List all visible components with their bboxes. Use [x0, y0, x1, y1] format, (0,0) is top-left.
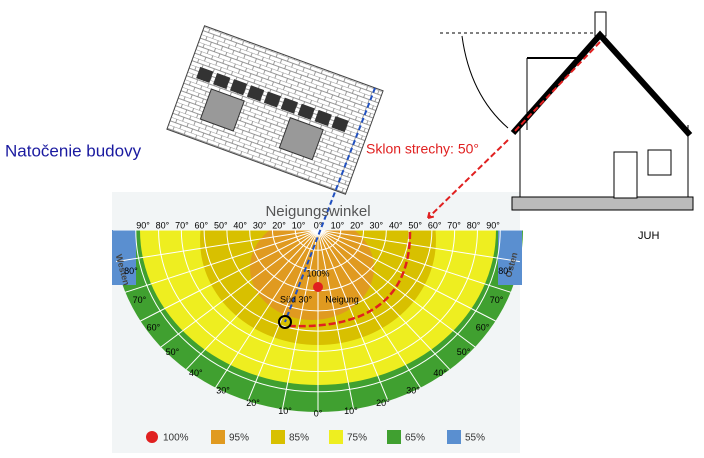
grid-line [140, 230, 319, 322]
legend-label: 95% [229, 433, 249, 444]
top-scale-label: 10° [331, 220, 345, 230]
grid-line [317, 230, 389, 402]
top-scale-label: 20° [272, 220, 286, 230]
grid-line [125, 230, 319, 293]
legend-swatch [211, 430, 225, 444]
diagram-title: Neigungswinkel [265, 203, 370, 220]
rim-scale-label: 10° [344, 406, 358, 416]
rim-scale-label: 30° [406, 385, 420, 395]
grid-line [281, 230, 319, 410]
direction-label: Süd 30° [280, 294, 313, 304]
rim-scale-label: 60° [476, 322, 490, 332]
grid-ring [294, 230, 342, 251]
top-scale-label: 0° [314, 220, 323, 230]
orientation-line [284, 87, 376, 323]
rim-scale-label: 70° [133, 295, 147, 305]
grid-ring [180, 230, 456, 352]
legend-swatch [271, 430, 285, 444]
grid-ring [203, 230, 433, 332]
legend-label: 85% [289, 433, 309, 444]
top-scale-label: 50° [408, 220, 422, 230]
top-scale-label: 60° [428, 220, 442, 230]
grid-line [317, 230, 421, 388]
top-scale-label: 50° [214, 220, 228, 230]
legend-swatch [146, 431, 158, 443]
rim-scale-label: 0° [314, 408, 323, 418]
top-scale-label: 90° [136, 220, 150, 230]
grid-ring [271, 230, 365, 271]
grid-ring [226, 230, 410, 312]
grid-ring [158, 230, 478, 373]
legend-label: 55% [465, 433, 485, 444]
grid-ring [135, 230, 501, 393]
max-point [313, 282, 323, 292]
rim-scale-label: 60° [147, 322, 161, 332]
legend-label: 75% [347, 433, 367, 444]
legend-label: 100% [163, 433, 189, 444]
rim-scale-label: 50° [457, 347, 471, 357]
position-marker [278, 315, 292, 329]
legend-swatch [447, 430, 461, 444]
rim-scale-label: 40° [189, 368, 203, 378]
tilt-label: Neigung [325, 294, 359, 304]
top-scale-label: 40° [389, 220, 403, 230]
top-scale-label: 10° [292, 220, 306, 230]
top-scale-label: 90° [486, 220, 500, 230]
rim-scale-label: 10° [278, 406, 292, 416]
top-scale-label: 80° [156, 220, 170, 230]
rim-scale-label: 20° [246, 398, 260, 408]
top-scale-label: 30° [253, 220, 267, 230]
top-scale-label: 60° [195, 220, 209, 230]
top-scale-label: 80° [467, 220, 481, 230]
top-scale-label: 30° [370, 220, 384, 230]
house [440, 11, 694, 211]
top-scale-label: 70° [447, 220, 461, 230]
rim-scale-label: 20° [376, 398, 390, 408]
top-scale-label: 20° [350, 220, 364, 230]
south-label: JUH [638, 230, 659, 242]
legend-swatch [387, 430, 401, 444]
tilt-arrow [427, 139, 509, 219]
roof-label: Sklon strechy: 50° [366, 141, 479, 157]
rim-scale-label: 80° [498, 266, 512, 276]
rim-scale-label: 80° [124, 266, 138, 276]
grid-line [317, 230, 496, 322]
rim-scale-label: 30° [216, 385, 230, 395]
top-scale-label: 40° [233, 220, 247, 230]
top-scale-label: 70° [175, 220, 189, 230]
center-value: 100% [306, 268, 329, 278]
rim-scale-label: 40° [433, 368, 447, 378]
legend-label: 65% [405, 433, 425, 444]
grid-line [116, 230, 319, 263]
grid-line [160, 230, 319, 348]
rim-scale-label: 70° [490, 295, 504, 305]
grid-line [185, 230, 319, 370]
legend-swatch [329, 430, 343, 444]
grid-line [215, 230, 319, 388]
tilt-arc [289, 231, 412, 328]
grid-line [317, 230, 476, 348]
grid-line [317, 230, 511, 293]
building [166, 25, 384, 195]
building-label: Natočenie budovy [5, 141, 142, 160]
grid-line [317, 230, 520, 263]
rim-scale-label: 50° [166, 347, 180, 357]
grid-line [317, 230, 355, 410]
